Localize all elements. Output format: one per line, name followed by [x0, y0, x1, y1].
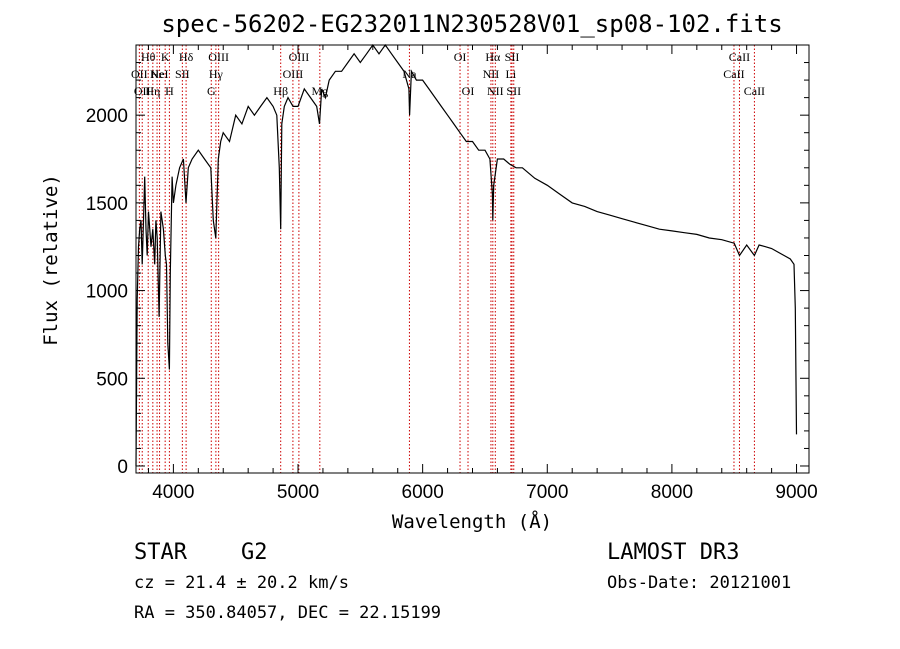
emission-line-label: Li [506, 67, 517, 81]
emission-line-label: Mg [311, 84, 328, 98]
emission-line-label: Hδ [179, 50, 194, 64]
emission-line-label: HeI [151, 67, 169, 81]
emission-line-label: OII [134, 84, 151, 98]
object-subclass: G2 [241, 540, 268, 565]
emission-line-label: K [161, 50, 170, 64]
y-tick-label: 0 [117, 457, 128, 478]
emission-line-label: SII [175, 67, 190, 81]
y-tick-label: 2000 [86, 106, 128, 127]
redshift-velocity: cz = 21.4 ± 20.2 km/s [134, 573, 349, 593]
emission-line-label: OIII [208, 50, 229, 64]
y-tick-label: 1000 [86, 282, 128, 303]
emission-line-label: OI [454, 50, 467, 64]
emission-line-label: Hθ [141, 50, 156, 64]
emission-line-label: OIII [283, 67, 304, 81]
x-axis: 4000 5000 6000 7000 8000 9000 [147, 45, 818, 503]
emission-line-label: NII [483, 67, 500, 81]
emission-line-label: Na [402, 67, 417, 81]
observation-date: Obs-Date: 20121001 [607, 573, 792, 593]
plot-frame [135, 44, 810, 474]
y-tick-label: 500 [96, 369, 128, 390]
emission-line-label: NII [487, 84, 504, 98]
emission-line-label: CaII [729, 50, 750, 64]
emission-line-label: H [165, 84, 174, 98]
x-tick-label: 5000 [277, 482, 319, 503]
emission-line-label: SII [506, 84, 521, 98]
x-tick-label: 7000 [526, 482, 568, 503]
coordinates: RA = 350.84057, DEC = 22.15199 [134, 603, 442, 623]
y-tick-label: 1500 [86, 194, 128, 215]
emission-line-label: SII [505, 50, 520, 64]
survey-name: LAMOST DR3 [607, 540, 740, 565]
x-tick-label: 6000 [402, 482, 444, 503]
x-tick-label: 8000 [651, 482, 693, 503]
x-tick-label: 9000 [775, 482, 817, 503]
emission-line-label: OII [131, 67, 148, 81]
y-axis-title: Flux (relative) [40, 174, 62, 346]
emission-line-label: Hγ [209, 67, 224, 81]
y-axis: 0 500 1000 1500 2000 [86, 62, 809, 478]
emission-line-label: Hη [145, 84, 160, 98]
object-class: STAR [134, 540, 187, 565]
emission-line-labels: OIIOIIHθHηNeHeIKHSIIHδGHγOIIIHβOIIIOIIIM… [131, 50, 765, 98]
emission-line-label: CaII [744, 84, 765, 98]
x-axis-title: Wavelength (Å) [392, 510, 552, 533]
spectrum-line [135, 43, 798, 467]
chart-title: spec-56202-EG232011N230528V01_sp08-102.f… [161, 10, 782, 38]
emission-line-label: OI [462, 84, 475, 98]
emission-line-label: Ne [150, 67, 164, 81]
x-tick-label: 4000 [152, 482, 194, 503]
emission-line-markers [138, 45, 755, 473]
emission-line-label: Hα [485, 50, 501, 64]
emission-line-label: G [207, 84, 216, 98]
emission-line-label: Hβ [273, 84, 288, 98]
emission-line-label: OIII [289, 50, 310, 64]
emission-line-label: CaII [723, 67, 744, 81]
